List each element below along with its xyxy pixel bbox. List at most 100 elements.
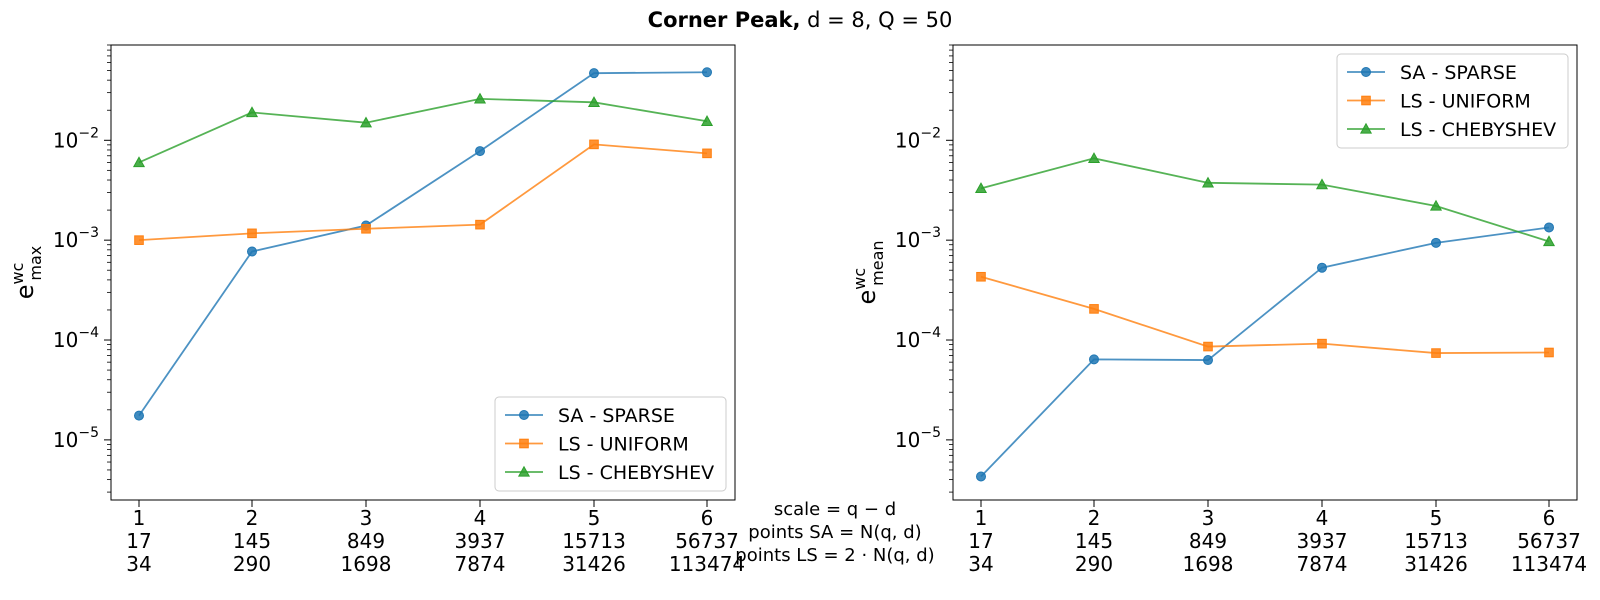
x-axis-description: scale = q − d points SA = N(q, d) points… xyxy=(720,498,950,567)
y-label-subscript: max xyxy=(26,246,45,281)
x-tick-label-points-ls: 31426 xyxy=(562,552,626,576)
plot-frame xyxy=(110,44,736,501)
series-3-point xyxy=(974,182,988,194)
x-tick-label-scale: 6 xyxy=(1543,506,1556,530)
series-2-point xyxy=(702,148,712,159)
legend-marker xyxy=(1361,95,1371,106)
series-2-point xyxy=(1203,341,1213,352)
series-line-1 xyxy=(138,71,708,417)
y-label-subscript: mean xyxy=(868,240,887,285)
legend-marker xyxy=(519,438,529,449)
plot-frame xyxy=(952,44,1578,501)
x-tick-label-scale: 5 xyxy=(588,506,601,530)
series-3-point xyxy=(700,115,714,126)
x-tick-label-points-sa: 3937 xyxy=(455,529,506,553)
x-tick-label-points-ls: 113474 xyxy=(1511,552,1587,576)
x-tick-label-points-sa: 145 xyxy=(233,529,271,553)
title-bold: Corner Peak, xyxy=(647,8,801,32)
x-tick-label-scale: 1 xyxy=(133,506,146,530)
y-tick-label: 10−5 xyxy=(53,425,99,452)
legend-label: SA - SPARSE xyxy=(558,405,675,427)
x-tick-label-points-sa: 56737 xyxy=(1517,529,1581,553)
series-2-point xyxy=(1431,348,1441,358)
legend-label: LS - CHEBYSHEV xyxy=(558,462,714,484)
x-tick-label-points-sa: 849 xyxy=(347,529,385,553)
x-tick-label-scale: 4 xyxy=(1316,506,1329,530)
series-1-point xyxy=(1431,237,1441,248)
series-1-point xyxy=(589,68,599,79)
y-tick-exponent: −5 xyxy=(78,425,99,441)
y-tick-exponent: −4 xyxy=(78,325,99,341)
legend: SA - SPARSE LS - UNIFORM LS - CHEBYSHEV xyxy=(1336,53,1569,149)
series-3-point xyxy=(245,106,259,118)
series-3-point xyxy=(473,92,487,104)
x-tick-label-points-sa: 17 xyxy=(126,529,151,553)
x-tick-label-points-ls: 34 xyxy=(968,552,993,576)
series-line-1 xyxy=(980,226,1550,478)
series-2-point xyxy=(1544,347,1554,358)
y-tick-label: 10−4 xyxy=(53,325,99,352)
series-1-point xyxy=(1317,262,1327,273)
series-1-point xyxy=(1544,222,1554,233)
x-tick-label-points-sa: 3937 xyxy=(1297,529,1348,553)
y-tick-label: 10−2 xyxy=(895,125,941,152)
x-tick-label-points-ls: 31426 xyxy=(1404,552,1468,576)
x-tick-label-points-sa: 56737 xyxy=(675,529,739,553)
x-tick-label-points-sa: 15713 xyxy=(1404,529,1468,553)
y-tick-label: 10−5 xyxy=(895,425,941,452)
series-1-point xyxy=(475,146,485,157)
series-2-point xyxy=(1089,304,1099,314)
x-description-points-ls: points LS = 2 · N(q, d) xyxy=(735,545,935,566)
series-3-point xyxy=(1087,152,1101,163)
series-3-point xyxy=(1429,199,1443,211)
series-line-2 xyxy=(980,275,1550,354)
series-line-2 xyxy=(138,143,708,242)
x-tick-label-scale: 2 xyxy=(1088,506,1101,530)
x-tick-label-points-sa: 15713 xyxy=(562,529,626,553)
series-3-point xyxy=(1542,235,1556,247)
x-tick-label-points-sa: 145 xyxy=(1075,529,1113,553)
series-1-point xyxy=(1203,355,1213,366)
y-label-superscript: wc xyxy=(850,268,869,290)
y-tick-exponent: −3 xyxy=(78,225,99,241)
title-params: d = 8, Q = 50 xyxy=(807,8,953,32)
x-tick-label-scale: 3 xyxy=(1202,506,1215,530)
series-line-3 xyxy=(138,97,708,164)
y-tick-label: 10−3 xyxy=(895,225,941,252)
legend-marker xyxy=(1361,67,1371,77)
series-1-point xyxy=(702,67,712,78)
series-3-point xyxy=(359,116,373,128)
series-2-point xyxy=(361,223,371,234)
y-tick-exponent: −2 xyxy=(78,125,99,141)
y-label-base: e xyxy=(853,290,881,305)
y-tick-exponent: −4 xyxy=(920,325,941,341)
legend-box xyxy=(494,396,727,492)
x-tick-label-scale: 6 xyxy=(701,506,714,530)
legend-label: LS - UNIFORM xyxy=(1400,91,1531,113)
legend-box xyxy=(1336,53,1569,149)
series-1-point xyxy=(1089,354,1099,365)
y-label-superscript: wc xyxy=(8,263,27,285)
x-tick-label-points-ls: 113474 xyxy=(669,552,745,576)
y-tick-label: 10−3 xyxy=(53,225,99,252)
legend: SA - SPARSE LS - UNIFORM LS - CHEBYSHEV xyxy=(494,396,727,492)
y-tick-exponent: −3 xyxy=(920,225,941,241)
x-tick-label-scale: 1 xyxy=(975,506,988,530)
series-3-point xyxy=(1201,176,1215,188)
series-2-point xyxy=(976,271,986,282)
x-tick-label-scale: 3 xyxy=(360,506,373,530)
legend-marker xyxy=(1359,122,1373,134)
series-3-point xyxy=(1315,178,1329,190)
legend-marker xyxy=(517,465,531,477)
series-1-point xyxy=(134,410,144,421)
x-tick-label-points-ls: 290 xyxy=(1075,552,1113,576)
series-1-point xyxy=(976,471,986,482)
y-tick-exponent: −5 xyxy=(920,425,941,441)
x-tick-label-scale: 4 xyxy=(474,506,487,530)
y-tick-exponent: −2 xyxy=(920,125,941,141)
x-tick-label-scale: 2 xyxy=(246,506,259,530)
series-2-point xyxy=(134,235,144,245)
x-description-points-sa: points SA = N(q, d) xyxy=(748,522,922,543)
x-tick-label-points-ls: 1698 xyxy=(1183,552,1234,576)
